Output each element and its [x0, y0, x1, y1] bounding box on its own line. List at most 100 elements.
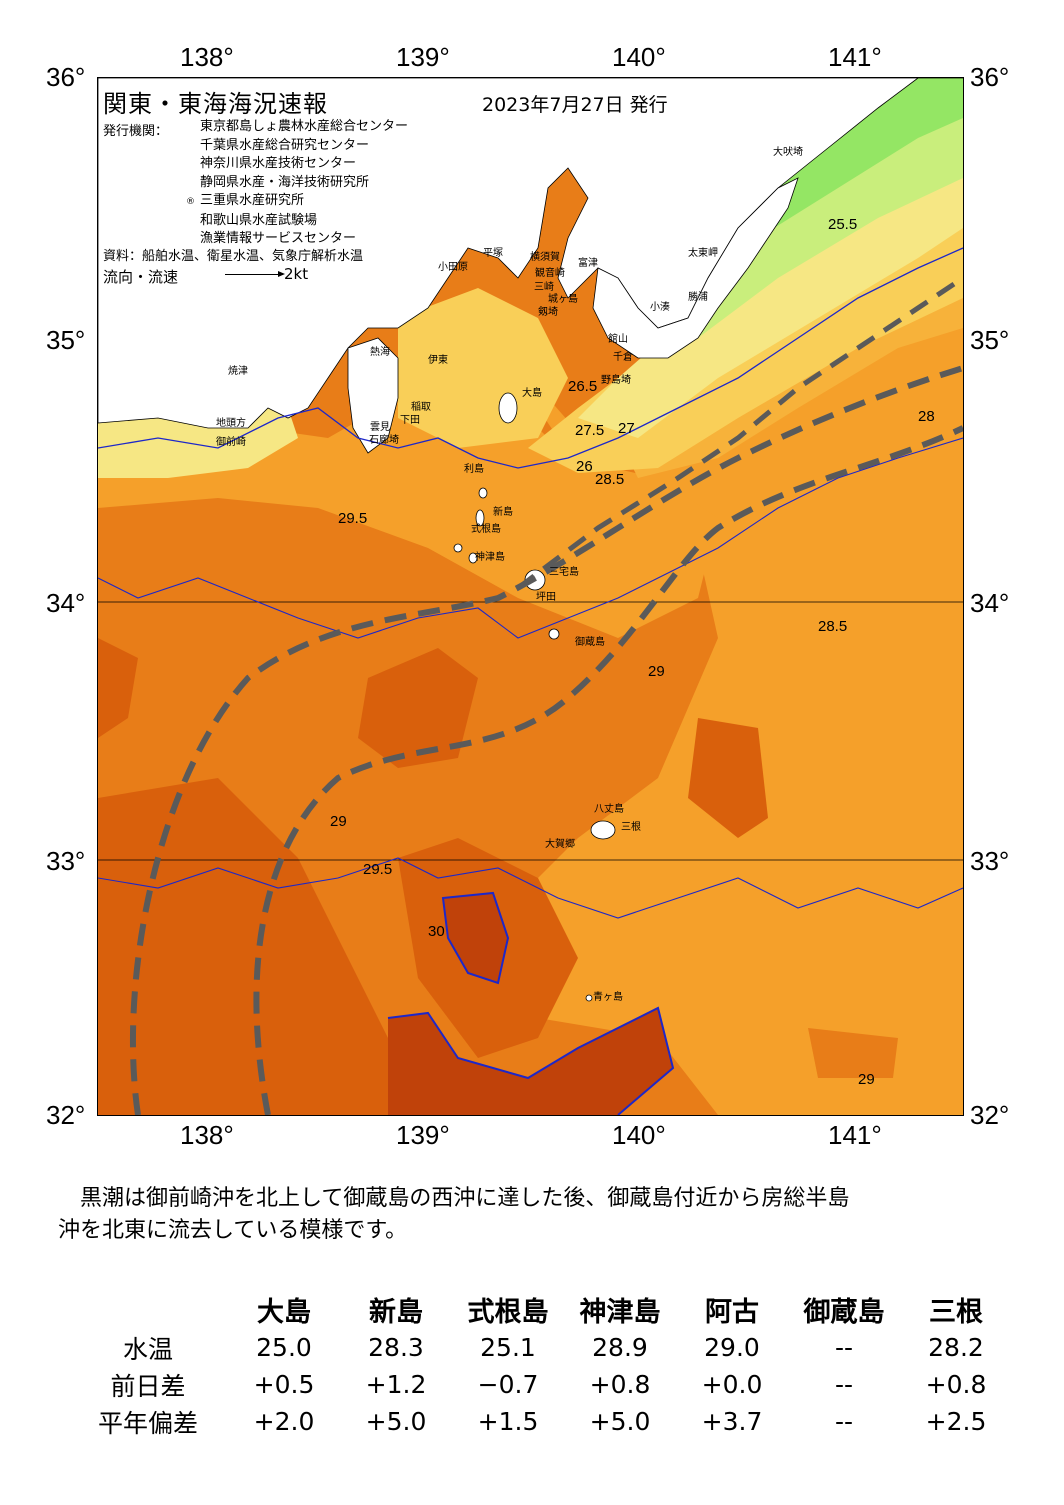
lon-label-bottom-141: 141°: [828, 1120, 882, 1150]
publisher-list: 東京都島しょ農林水産総合センター 千葉県水産総合研究センター 神奈川県水産技術セ…: [186, 118, 409, 249]
place-atami: 熱海: [370, 347, 390, 358]
isotherm-label-29-c: 29: [858, 1071, 875, 1088]
registered-mark: ®: [186, 197, 195, 207]
table-cell: −0.7: [477, 1370, 539, 1399]
sea-zone-28-5: [458, 278, 963, 1115]
place-aogashima: 青ヶ島: [593, 992, 623, 1003]
sea-zone-29-5-west: [98, 638, 138, 738]
land-boso: [592, 177, 799, 359]
place-odawara: 小田原: [438, 262, 468, 273]
publisher-item: 東京都島しょ農林水産総合センター: [200, 119, 409, 134]
place-tsurugisaki: 剱埼: [538, 307, 558, 318]
sea-zone-29-5-south: [98, 778, 458, 1115]
isotherm-label-29-b: 29: [330, 813, 347, 830]
table-cell: +5.0: [365, 1407, 427, 1436]
station-header: 新島: [369, 1297, 423, 1328]
isotherm-label-27-5: 27.5: [575, 422, 605, 439]
table-row: 平年偏差 +2.0 +5.0 +1.5 +5.0 +3.7 -- +2.5: [68, 1403, 1012, 1440]
table-cell: +0.0: [701, 1370, 763, 1399]
table-cell: --: [834, 1370, 854, 1399]
place-nojimazaki: 野島埼: [601, 375, 631, 386]
island-niijima: [475, 509, 485, 527]
publisher-item: 神奈川県水産技術センター: [200, 156, 357, 171]
place-jogashima: 城ヶ島: [548, 294, 578, 305]
table-row: 水温 25.0 28.3 25.1 28.9 29.0 -- 28.2: [68, 1329, 1012, 1366]
publisher-item: 漁業情報サービスセンター: [200, 231, 357, 246]
summary-line-2: 沖を北東に流去している模様です。: [58, 1218, 408, 1243]
island-aogashima: [585, 994, 593, 1002]
publisher-label: 発行機関：: [103, 124, 169, 139]
place-toshima: 利島: [464, 464, 484, 475]
flow-legend-speed: 2kt: [284, 265, 309, 283]
table-corner: [68, 1290, 228, 1329]
island-hachijo: [590, 820, 616, 840]
publisher-item: 静岡県水産・海洋技術研究所: [200, 174, 370, 190]
table-cell: +1.2: [365, 1370, 427, 1399]
isotherm-label-26-5: 26.5: [568, 378, 598, 395]
island-toshima: [478, 487, 488, 499]
station-header: 式根島: [467, 1297, 549, 1328]
lat-label-left-33: 33°: [46, 846, 86, 876]
table-cell: +0.8: [589, 1370, 651, 1399]
table-header-row: 大島 新島 式根島 神津島 阿古 御蔵島 三根: [68, 1290, 1012, 1329]
table-cell: --: [834, 1333, 854, 1362]
data-source: 資料：船舶水温、衛星水温、気象庁解析水温: [103, 249, 364, 264]
place-kumomi: 雲見: [370, 422, 390, 433]
table-cell: 28.2: [928, 1333, 984, 1362]
flow-legend-arrow-icon: [225, 271, 285, 277]
isotherm-line-north: [98, 247, 963, 469]
table-cell: 28.3: [368, 1333, 424, 1362]
kuroshio-north-branch: [516, 275, 963, 590]
table-cell: 28.9: [592, 1333, 648, 1362]
sea-temperature-map: 大吠埼 太東岬 勝浦 小湊 館山 千倉 野島埼 富津 横須賀 観音崎 平塚 三崎…: [97, 77, 964, 1116]
row-label: 水温: [122, 1334, 173, 1364]
isotherm-line-mid: [98, 437, 963, 639]
table-cell: 25.1: [480, 1333, 536, 1362]
row-label: 平年偏差: [97, 1408, 198, 1438]
place-kannonzaki: 観音崎: [535, 268, 565, 279]
place-kozushima: 神津島: [475, 552, 505, 563]
place-taitomisaki: 太東岬: [688, 248, 718, 259]
isotherm-label-28-5-b: 28.5: [818, 618, 848, 635]
sea-zone-30-a: [443, 893, 508, 983]
station-header: 神津島: [579, 1297, 661, 1328]
island-oshima: [498, 392, 518, 424]
issue-date: 2023年7月27日 発行: [482, 94, 668, 116]
summary-text: 黒潮は御前崎沖を北上して御蔵島の西沖に達した後、御蔵島付近から房総半島 沖を北東…: [58, 1183, 1018, 1247]
place-shimoda: 下田: [400, 415, 420, 426]
table-cell: +2.5: [925, 1407, 987, 1436]
lon-label-top-138: 138°: [180, 42, 234, 72]
station-header: 三根: [929, 1297, 983, 1328]
lon-label-bottom-138: 138°: [180, 1120, 234, 1150]
place-katsuura: 勝浦: [688, 292, 708, 303]
place-ito: 伊東: [428, 355, 448, 366]
sea-zone-30-b: [388, 1008, 673, 1115]
isotherm-label-28-5: 28.5: [595, 471, 625, 488]
place-kominato: 小湊: [650, 302, 670, 313]
place-irozaki: 石廊埼: [369, 435, 399, 446]
isotherm-line-30-b: [387, 1006, 675, 1115]
place-shikinejima: 式根島: [471, 524, 501, 535]
table-cell: +1.5: [477, 1407, 539, 1436]
island-shikine: [453, 543, 463, 553]
lat-label-right-36: 36°: [970, 62, 1010, 92]
kuroshio-axis: [129, 365, 963, 1115]
place-okago: 大賀郷: [545, 839, 575, 850]
lat-label-right-35: 35°: [970, 325, 1010, 355]
isotherm-label-29-5: 29.5: [338, 510, 368, 527]
place-omaezaki: 御前崎: [216, 437, 246, 448]
station-header: 御蔵島: [803, 1297, 885, 1328]
table-cell: +0.8: [925, 1370, 987, 1399]
place-misaki: 三崎: [534, 282, 554, 293]
place-hachijojima: 八丈島: [594, 804, 624, 815]
isotherm-label-29: 29: [648, 663, 665, 680]
summary-line-1: 黒潮は御前崎沖を北上して御蔵島の西沖に達した後、御蔵島付近から房総半島: [58, 1186, 850, 1211]
isotherm-label-26: 26: [576, 458, 593, 475]
observation-table: 大島 新島 式根島 神津島 阿古 御蔵島 三根 水温 25.0 28.3 25.…: [68, 1290, 1012, 1440]
land-izu: [347, 337, 399, 454]
sea-zone-29-5-se: [808, 1028, 898, 1078]
place-mikurajima: 御蔵島: [575, 637, 605, 648]
isotherm-label-27: 27: [618, 420, 635, 437]
place-jitogata: 地頭方: [216, 418, 246, 429]
place-futtsu: 富津: [578, 258, 598, 269]
